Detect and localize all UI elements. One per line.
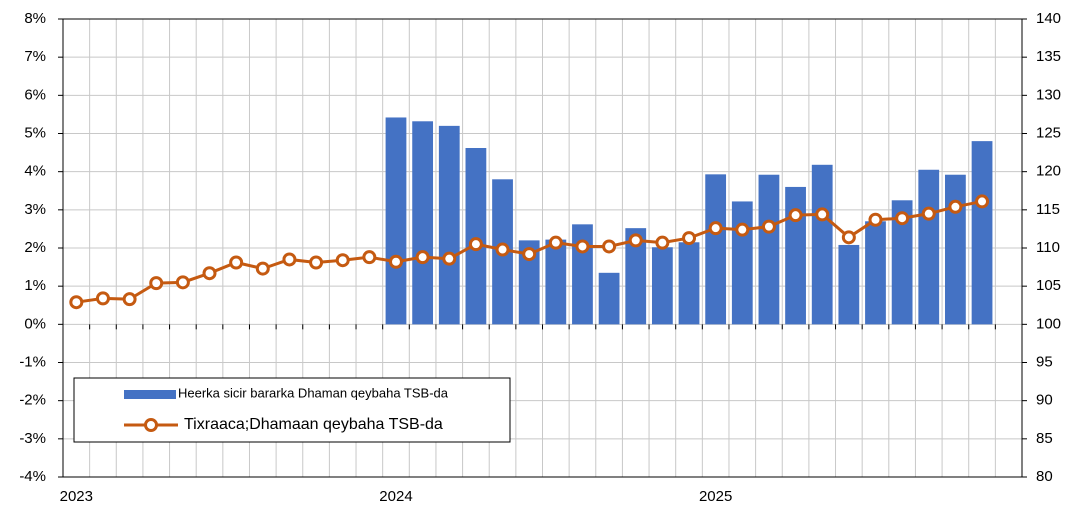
y-tick-label: 6%	[24, 86, 46, 103]
y2-tick-label: 110	[1036, 239, 1060, 256]
y-tick-label: -3%	[19, 430, 46, 447]
bar	[705, 174, 727, 325]
line-marker	[122, 292, 137, 307]
y-tick-label: 3%	[24, 201, 46, 218]
y-tick-label: 2%	[24, 239, 46, 256]
line-marker	[868, 212, 883, 227]
y2-tick-label: 115	[1036, 201, 1060, 218]
line-marker	[255, 261, 270, 276]
line-marker	[788, 208, 803, 223]
line-marker	[468, 237, 483, 252]
bar	[758, 174, 780, 325]
bar	[731, 201, 753, 325]
line-marker	[309, 255, 324, 270]
line-marker	[682, 231, 697, 246]
y2-tick-label: 90	[1036, 392, 1053, 409]
line-marker	[229, 255, 244, 270]
bar	[412, 121, 434, 325]
bar	[518, 240, 540, 325]
y-tick-label: 0%	[24, 315, 46, 332]
line-marker	[628, 233, 643, 248]
bar	[785, 186, 806, 325]
line-marker	[282, 252, 297, 267]
plot-frame	[62, 18, 1023, 478]
y2-tick-label: 105	[1036, 277, 1061, 294]
y2-tick-label: 130	[1036, 86, 1061, 103]
legend-swatch	[124, 390, 176, 399]
line-marker	[602, 239, 617, 254]
line-marker	[149, 276, 164, 291]
bar	[598, 272, 620, 325]
bar	[678, 242, 700, 325]
bar	[625, 228, 647, 325]
line-marker	[95, 291, 110, 306]
bar	[385, 117, 407, 325]
legend: Heerka sicir bararka Dhaman qeybaha TSB-…	[73, 377, 511, 443]
y-tick-label: -1%	[19, 353, 46, 370]
x-tick-label: 2025	[699, 488, 732, 505]
y-tick-label: 8%	[24, 10, 46, 27]
line-marker	[708, 221, 723, 236]
line-marker	[815, 207, 830, 222]
bar	[651, 247, 673, 325]
line-marker	[388, 254, 403, 269]
y-tick-label: -4%	[19, 468, 46, 485]
bar	[971, 141, 993, 325]
bar	[438, 125, 460, 325]
line-marker	[841, 230, 856, 245]
line-marker	[335, 253, 350, 268]
bar	[572, 224, 593, 325]
line-marker	[415, 250, 430, 265]
line-marker	[575, 239, 590, 254]
y-tick-label: -2%	[19, 392, 46, 409]
x-tick-label: 2024	[379, 488, 412, 505]
y-tick-label: 5%	[24, 124, 46, 141]
line-marker	[69, 295, 84, 310]
bar	[811, 164, 833, 325]
y2-tick-label: 85	[1036, 430, 1053, 447]
line-marker	[522, 247, 537, 262]
y2-tick-label: 80	[1036, 468, 1053, 485]
line-marker	[362, 250, 377, 265]
line-marker	[921, 206, 936, 221]
bar	[545, 239, 567, 325]
y2-tick-label: 100	[1036, 315, 1061, 332]
legend-marker	[144, 418, 158, 432]
line-marker	[442, 251, 457, 266]
y2-tick-label: 125	[1036, 124, 1061, 141]
line-marker	[655, 235, 670, 250]
y2-tick-label: 135	[1036, 48, 1061, 65]
y-tick-label: 4%	[24, 163, 46, 180]
legend-label: Tixraaca;Dhamaan qeybaha TSB-da	[184, 416, 443, 433]
bar	[918, 169, 940, 325]
bar	[891, 200, 913, 325]
line-marker	[948, 199, 963, 214]
y-tick-label: 1%	[24, 277, 46, 294]
bar	[865, 221, 886, 325]
bar	[945, 174, 966, 325]
x-tick-label: 2023	[60, 488, 93, 505]
y2-tick-label: 120	[1036, 163, 1061, 180]
line-marker	[735, 222, 750, 237]
line-marker	[761, 219, 776, 234]
line-marker	[202, 266, 217, 281]
legend-box	[73, 377, 511, 443]
line-marker	[895, 211, 910, 226]
y-tick-label: 7%	[24, 48, 46, 65]
y2-tick-label: 95	[1036, 353, 1053, 370]
y2-tick-label: 140	[1036, 10, 1061, 27]
line-marker	[548, 235, 563, 250]
line-marker	[495, 242, 510, 257]
line-marker	[975, 194, 990, 209]
bar	[465, 148, 487, 325]
bar	[838, 244, 860, 325]
legend-label: Heerka sicir bararka Dhaman qeybaha TSB-…	[178, 385, 449, 400]
line-marker	[175, 275, 190, 290]
